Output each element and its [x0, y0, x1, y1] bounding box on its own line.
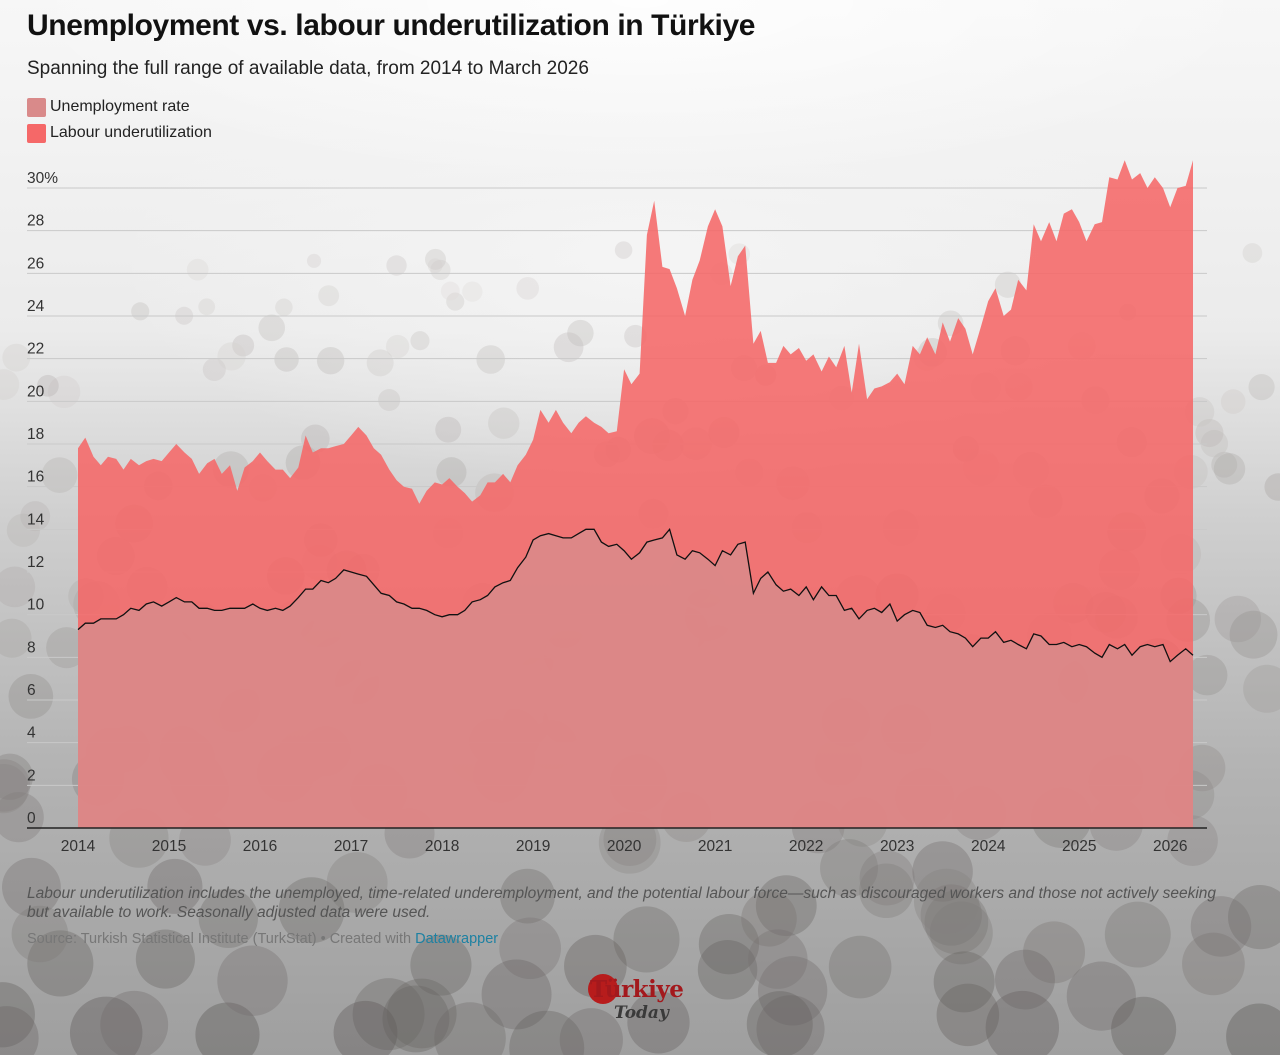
- y-tick-label: 30%: [27, 170, 58, 187]
- legend-item-underutilization: Labour underutilization: [27, 120, 212, 146]
- x-tick-label: 2021: [698, 838, 732, 855]
- y-tick-label: 10: [27, 597, 45, 614]
- source-line: Source: Turkish Statistical Institute (T…: [27, 931, 498, 947]
- x-tick-label: 2022: [789, 838, 823, 855]
- x-tick-label: 2019: [516, 838, 550, 855]
- y-tick-label: 4: [27, 725, 36, 742]
- legend-label-unemployment: Unemployment rate: [50, 98, 190, 115]
- chart-legend: Unemployment rate Labour underutilizatio…: [27, 94, 212, 146]
- y-tick-label: 14: [27, 511, 45, 528]
- chart-title: Unemployment vs. labour underutilization…: [27, 9, 756, 42]
- turkiye-today-logo: Türkiye Today: [588, 972, 698, 1028]
- x-tick-label: 2018: [425, 838, 459, 855]
- y-tick-label: 0: [27, 810, 36, 827]
- area-unemployment-rate: [78, 529, 1193, 828]
- line-unemployment-rate: [77, 527, 1194, 663]
- legend-item-unemployment: Unemployment rate: [27, 94, 212, 120]
- x-tick-label: 2026: [1153, 838, 1187, 855]
- y-tick-label: 20: [27, 383, 45, 400]
- y-tick-label: 18: [27, 426, 44, 443]
- x-tick-label: 2014: [61, 838, 96, 855]
- x-tick-label: 2020: [607, 838, 642, 855]
- y-tick-label: 2: [27, 767, 36, 784]
- x-tick-label: 2017: [334, 838, 368, 855]
- x-tick-label: 2015: [152, 838, 186, 855]
- y-tick-label: 28: [27, 213, 44, 230]
- x-axis-labels: 2014 2015 2016 2017 2018 2019 2020 2021 2022 2023…: [61, 838, 1188, 855]
- y-tick-label: 24: [27, 298, 45, 315]
- chart-note: Labour underutilization includes the une…: [27, 885, 1217, 921]
- x-tick-label: 2024: [971, 838, 1006, 855]
- x-tick-label: 2016: [243, 838, 277, 855]
- logo-subtitle: Today: [614, 1003, 669, 1023]
- legend-swatch-underutilization: [27, 123, 46, 143]
- y-tick-label: 6: [27, 682, 36, 699]
- y-tick-label: 16: [27, 469, 44, 486]
- y-tick-label: 12: [27, 554, 44, 571]
- legend-swatch-unemployment: [27, 97, 46, 117]
- y-tick-label: 26: [27, 255, 44, 272]
- y-tick-label: 8: [27, 639, 36, 656]
- logo-wordmark: Türkiye: [590, 976, 684, 1003]
- x-tick-label: 2025: [1062, 838, 1096, 855]
- chart-subtitle: Spanning the full range of available dat…: [27, 58, 589, 79]
- datawrapper-link[interactable]: Datawrapper: [415, 931, 499, 947]
- x-tick-label: 2023: [880, 838, 914, 855]
- legend-label-underutilization: Labour underutilization: [50, 124, 212, 141]
- source-text: Source: Turkish Statistical Institute (T…: [27, 931, 416, 947]
- y-tick-label: 22: [27, 341, 44, 358]
- logo-circle: [588, 974, 618, 1004]
